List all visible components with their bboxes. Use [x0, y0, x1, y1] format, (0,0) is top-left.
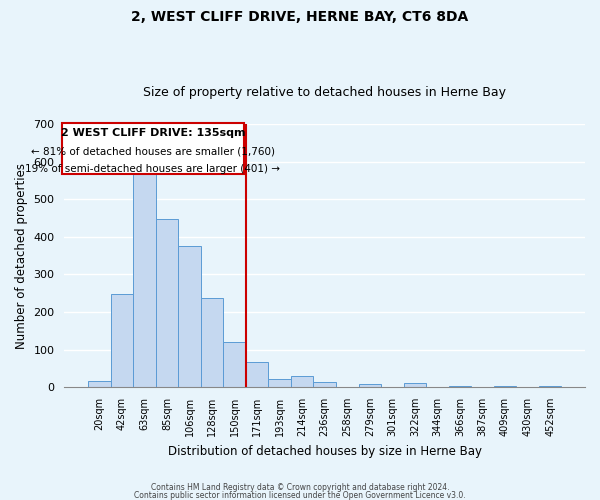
Bar [155, 218, 178, 387]
Bar [110, 294, 133, 387]
Bar [223, 342, 246, 387]
Bar [201, 298, 223, 387]
Bar [539, 386, 562, 387]
Title: Size of property relative to detached houses in Herne Bay: Size of property relative to detached ho… [143, 86, 506, 100]
Bar [88, 382, 110, 387]
Text: 2, WEST CLIFF DRIVE, HERNE BAY, CT6 8DA: 2, WEST CLIFF DRIVE, HERNE BAY, CT6 8DA [131, 10, 469, 24]
Bar [359, 384, 381, 387]
Text: Contains public sector information licensed under the Open Government Licence v3: Contains public sector information licen… [134, 490, 466, 500]
Bar [246, 362, 268, 387]
Text: ← 81% of detached houses are smaller (1,760): ← 81% of detached houses are smaller (1,… [31, 146, 275, 156]
X-axis label: Distribution of detached houses by size in Herne Bay: Distribution of detached houses by size … [168, 444, 482, 458]
Bar [133, 168, 155, 387]
FancyBboxPatch shape [62, 123, 244, 174]
Bar [268, 379, 291, 387]
Bar [404, 384, 426, 387]
Bar [291, 376, 313, 387]
Text: Contains HM Land Registry data © Crown copyright and database right 2024.: Contains HM Land Registry data © Crown c… [151, 484, 449, 492]
Bar [494, 386, 516, 387]
Bar [313, 382, 336, 387]
Bar [449, 386, 471, 387]
Text: 19% of semi-detached houses are larger (401) →: 19% of semi-detached houses are larger (… [25, 164, 280, 173]
Y-axis label: Number of detached properties: Number of detached properties [15, 162, 28, 348]
Bar [178, 246, 201, 387]
Text: 2 WEST CLIFF DRIVE: 135sqm: 2 WEST CLIFF DRIVE: 135sqm [61, 128, 245, 138]
